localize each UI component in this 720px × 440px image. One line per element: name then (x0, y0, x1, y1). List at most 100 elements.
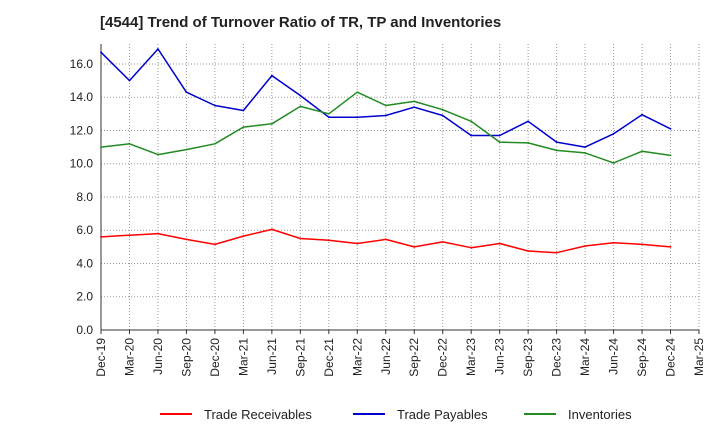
data-point-inventories (470, 120, 473, 123)
data-point-trade-payables (242, 109, 245, 112)
data-point-trade-payables (612, 132, 615, 135)
data-point-inventories (327, 112, 330, 115)
y-tick-label: 2.0 (76, 290, 93, 304)
data-point-trade-receivables (128, 234, 131, 237)
x-tick-label: Sep-24 (635, 338, 649, 377)
data-point-trade-receivables (185, 238, 188, 241)
data-point-inventories (612, 161, 615, 164)
y-tick-label: 8.0 (76, 190, 93, 204)
x-tick-label: Jun-20 (151, 338, 165, 375)
x-tick-label: Sep-20 (179, 338, 193, 377)
data-point-trade-payables (214, 104, 216, 107)
data-point-trade-payables (470, 134, 473, 137)
x-tick-label: Mar-21 (236, 338, 250, 376)
y-tick-label: 16.0 (70, 57, 94, 71)
data-point-inventories (270, 122, 273, 125)
data-point-inventories (299, 105, 302, 108)
x-tick-label: Dec-21 (322, 338, 336, 377)
data-point-inventories (669, 154, 672, 157)
x-tick-label: Dec-24 (664, 338, 678, 377)
data-point-trade-payables (270, 74, 273, 77)
data-point-trade-receivables (612, 241, 615, 244)
data-point-inventories (242, 126, 245, 129)
y-tick-label: 6.0 (76, 223, 93, 237)
x-tick-label: Dec-20 (208, 338, 222, 377)
data-point-trade-payables (441, 114, 444, 117)
data-point-trade-receivables (470, 246, 473, 249)
data-point-trade-receivables (327, 239, 330, 242)
data-point-trade-payables (299, 94, 302, 97)
data-point-trade-receivables (157, 232, 159, 235)
data-point-trade-receivables (527, 250, 530, 252)
x-tick-label: Mar-25 (692, 338, 706, 376)
x-tick-label: Sep-23 (521, 338, 535, 377)
data-point-trade-payables (413, 106, 416, 109)
data-point-trade-payables (669, 127, 672, 130)
data-point-trade-receivables (356, 242, 359, 245)
x-tick-label: Sep-21 (293, 338, 307, 377)
data-point-inventories (100, 146, 102, 148)
x-tick-label: Dec-23 (550, 338, 564, 377)
x-tick-label: Mar-23 (464, 338, 478, 376)
x-tick-label: Sep-22 (407, 338, 421, 377)
data-point-inventories (584, 152, 586, 154)
x-tick-label: Dec-19 (94, 338, 108, 377)
x-tick-label: Mar-24 (578, 338, 592, 376)
data-point-inventories (641, 150, 643, 153)
data-point-trade-receivables (641, 243, 643, 246)
data-point-trade-payables (527, 120, 530, 123)
data-point-trade-receivables (214, 243, 216, 246)
data-point-trade-receivables (242, 235, 245, 237)
data-point-inventories (555, 149, 558, 152)
data-point-trade-receivables (669, 245, 672, 248)
data-point-trade-payables (157, 48, 159, 50)
data-point-inventories (527, 142, 530, 144)
data-point-trade-receivables (441, 240, 444, 243)
data-point-trade-payables (555, 141, 558, 144)
legend-label-inventories: Inventories (568, 407, 632, 422)
data-point-trade-receivables (100, 235, 102, 238)
y-tick-label: 14.0 (70, 90, 94, 104)
data-point-inventories (413, 100, 416, 103)
series-line-trade-receivables (100, 228, 671, 254)
y-tick-label: 10.0 (70, 157, 94, 171)
data-point-inventories (384, 104, 387, 107)
y-tick-label: 0.0 (76, 323, 93, 337)
data-point-inventories (498, 141, 501, 144)
x-tick-label: Dec-22 (436, 338, 450, 377)
data-point-trade-payables (327, 116, 330, 119)
x-tick-label: Mar-22 (350, 338, 364, 376)
data-point-trade-payables (128, 79, 131, 82)
data-point-trade-receivables (584, 245, 586, 247)
data-point-inventories (157, 153, 159, 156)
data-point-inventories (441, 108, 444, 111)
data-point-trade-receivables (413, 245, 416, 248)
y-tick-label: 4.0 (76, 256, 93, 270)
data-point-inventories (356, 91, 359, 94)
x-tick-label: Jun-22 (379, 338, 393, 375)
data-point-trade-payables (584, 146, 586, 148)
x-tick-label: Mar-20 (122, 338, 136, 376)
chart-title: [4544] Trend of Turnover Ratio of TR, TP… (100, 14, 502, 31)
data-point-trade-receivables (299, 237, 302, 240)
data-point-trade-payables (185, 91, 188, 94)
x-tick-label: Jun-23 (493, 338, 507, 375)
legend-label-trade-payables: Trade Payables (397, 407, 488, 422)
data-point-trade-payables (100, 51, 102, 54)
data-point-trade-payables (356, 116, 359, 119)
x-tick-label: Jun-21 (265, 338, 279, 375)
data-point-trade-payables (498, 134, 501, 137)
data-point-trade-receivables (498, 242, 501, 245)
data-point-inventories (214, 142, 216, 145)
data-point-inventories (185, 148, 188, 151)
data-point-trade-receivables (555, 251, 558, 254)
data-point-trade-receivables (270, 228, 273, 231)
data-point-trade-payables (641, 113, 643, 116)
data-point-trade-payables (384, 114, 387, 117)
legend-label-trade-receivables: Trade Receivables (204, 407, 312, 422)
data-point-inventories (128, 142, 131, 145)
x-tick-label: Jun-24 (607, 338, 621, 375)
y-tick-label: 12.0 (70, 123, 94, 137)
